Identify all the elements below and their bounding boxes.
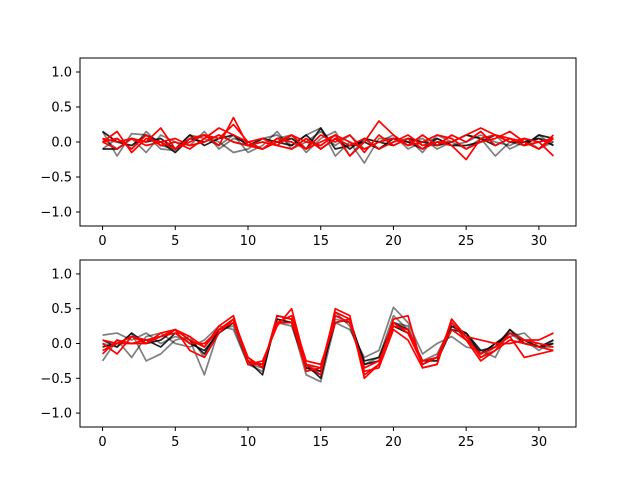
y-tick-label: −1.0	[40, 206, 72, 221]
axes-panel-1: 0 5 10 15 20 25 30 −1.0 −0.5 0.0 0.5 1.0	[40, 57, 577, 249]
x-tick-label: 10	[240, 234, 257, 249]
series-line-2-9	[101, 314, 554, 373]
x-tick-label: 5	[171, 234, 179, 249]
x-tick-label: 25	[458, 234, 475, 249]
y-tick-label: 0.0	[51, 337, 72, 352]
x-tick-label: 30	[531, 435, 548, 450]
x-tick-label: 0	[98, 435, 106, 450]
x-tick-label: 5	[171, 435, 179, 450]
x-tick-label: 15	[312, 435, 329, 450]
y-tick-label: 0.5	[51, 302, 72, 317]
y-tick-label: 0.5	[51, 101, 72, 116]
x-tick-label: 0	[98, 234, 106, 249]
x-tick-label: 15	[312, 234, 329, 249]
y-tick-label: −0.5	[40, 171, 72, 186]
axes-panel-2: 0 5 10 15 20 25 30 −1.0 −0.5 0.0 0.5 1.0	[40, 259, 577, 450]
y-tick-label: 1.0	[51, 267, 72, 282]
y-tick-label: −1.0	[40, 407, 72, 422]
x-tick-label: 20	[385, 435, 402, 450]
series-line-1-7	[102, 123, 555, 157]
x-tick-label: 10	[240, 435, 257, 450]
x-tick-label: 20	[385, 234, 402, 249]
y-tick-label: 1.0	[51, 66, 72, 81]
series-line-1-9	[102, 127, 554, 161]
y-tick-label: 0.0	[51, 136, 72, 151]
y-tick-label: −0.5	[40, 372, 72, 387]
x-tick-label: 25	[458, 435, 475, 450]
x-tick-label: 30	[531, 234, 548, 249]
